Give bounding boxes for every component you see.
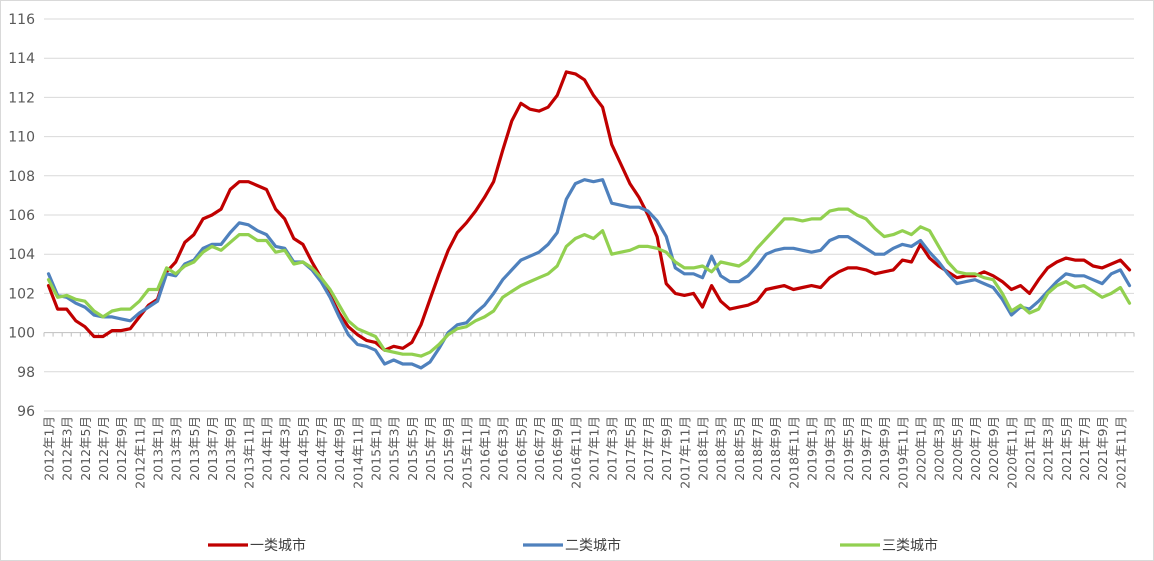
x-tick-label: 2021年7月 (1077, 416, 1092, 481)
y-tick-label: 102 (8, 286, 35, 302)
x-tick-label: 2012年9月 (114, 416, 129, 481)
x-tick-label: 2013年3月 (169, 416, 184, 481)
x-tick-label: 2015年3月 (387, 416, 402, 481)
x-tick-label: 2018年7月 (750, 416, 765, 481)
x-tick-label: 2019年3月 (823, 416, 838, 481)
x-tick-label: 2019年7月 (859, 416, 874, 481)
x-tick-label: 2016年5月 (514, 416, 529, 481)
x-tick-label: 2018年9月 (768, 416, 783, 481)
legend: 一类城市 二类城市 三类城市 (208, 537, 938, 554)
y-tick-label: 100 (8, 326, 35, 342)
x-tick-label: 2021年3月 (1041, 416, 1056, 481)
x-tick-label: 2014年9月 (332, 416, 347, 481)
x-tick-label: 2017年9月 (659, 416, 674, 481)
x-tick-label: 2020年9月 (986, 416, 1001, 481)
y-tick-label: 110 (8, 130, 35, 146)
x-tick-label: 2021年5月 (1059, 416, 1074, 481)
legend-label-2: 二类城市 (565, 537, 621, 554)
x-tick-label: 2014年7月 (314, 416, 329, 481)
x-axis: 2012年1月 2012年3月 2012年5月 2012年7月 2012年9月 2012年… (42, 332, 1135, 489)
x-tick-label: 2016年7月 (532, 416, 547, 481)
y-axis: 96 98 100 102 104 106 108 110 112 114 116 (8, 12, 35, 420)
x-tick-label: 2021年9月 (1095, 416, 1110, 481)
x-tick-label: 2018年3月 (714, 416, 729, 481)
x-tick-label: 2017年11月 (677, 416, 692, 489)
x-tick-label: 2020年1月 (914, 416, 929, 481)
y-tick-label: 96 (17, 404, 35, 420)
x-tick-label: 2021年11月 (1113, 416, 1128, 489)
x-tick-label: 2012年11月 (132, 416, 147, 489)
x-tick-label: 2013年7月 (205, 416, 220, 481)
x-tick-label: 2015年7月 (423, 416, 438, 481)
x-tick-label: 2019年9月 (877, 416, 892, 481)
x-tick-label: 2016年1月 (478, 416, 493, 481)
legend-label-1: 一类城市 (250, 537, 306, 554)
series-line-2 (46, 178, 1132, 370)
y-tick-label: 112 (8, 90, 35, 106)
x-tick-label: 2016年11月 (568, 416, 583, 489)
x-tick-label: 2019年1月 (805, 416, 820, 481)
x-tick-label: 2020年7月 (968, 416, 983, 481)
y-tick-label: 106 (8, 208, 35, 224)
x-tick-label: 2014年11月 (350, 416, 365, 489)
y-tick-label: 116 (8, 12, 35, 28)
x-tick-label: 2015年9月 (441, 416, 456, 481)
x-tick-label: 2021年1月 (1023, 416, 1038, 481)
x-tick-label: 2016年3月 (496, 416, 511, 481)
x-tick-label: 2014年5月 (296, 416, 311, 481)
x-tick-label: 2013年11月 (241, 416, 256, 489)
x-tick-label: 2014年1月 (260, 416, 275, 481)
x-tick-label: 2018年5月 (732, 416, 747, 481)
x-tick-label: 2017年7月 (641, 416, 656, 481)
x-tick-label: 2017年1月 (587, 416, 602, 481)
x-tick-label: 2020年11月 (1004, 416, 1019, 489)
x-tick-label: 2015年1月 (369, 416, 384, 481)
x-tick-label: 2020年3月 (932, 416, 947, 481)
x-tick-label: 2019年11月 (895, 416, 910, 489)
gridlines (44, 18, 1134, 412)
x-tick-label: 2013年1月 (151, 416, 166, 481)
y-tick-label: 98 (17, 365, 35, 381)
legend-label-3: 三类城市 (882, 537, 938, 554)
series-line-3 (46, 207, 1132, 358)
x-tick-label: 2017年3月 (605, 416, 620, 481)
series-line-1 (46, 70, 1132, 352)
x-tick-label: 2018年1月 (696, 416, 711, 481)
x-tick-label: 2012年3月 (60, 416, 75, 481)
x-tick-label: 2012年5月 (78, 416, 93, 481)
x-tick-label: 2017年5月 (623, 416, 638, 481)
x-tick-label: 2012年7月 (96, 416, 111, 481)
x-tick-label: 2013年5月 (187, 416, 202, 481)
y-tick-label: 114 (8, 51, 35, 67)
x-tick-label: 2016年9月 (550, 416, 565, 481)
x-tick-label: 2019年5月 (841, 416, 856, 481)
x-tick-label: 2020年5月 (950, 416, 965, 481)
x-tick-label: 2013年9月 (223, 416, 238, 481)
y-tick-label: 104 (8, 247, 35, 263)
x-tick-label: 2015年5月 (405, 416, 420, 481)
y-tick-label: 108 (8, 169, 35, 185)
x-tick-label: 2018年11月 (786, 416, 801, 489)
x-tick-label: 2015年11月 (459, 416, 474, 489)
x-tick-label: 2014年3月 (278, 416, 293, 481)
series-lines (46, 70, 1132, 370)
x-tick-label: 2012年1月 (42, 416, 57, 481)
